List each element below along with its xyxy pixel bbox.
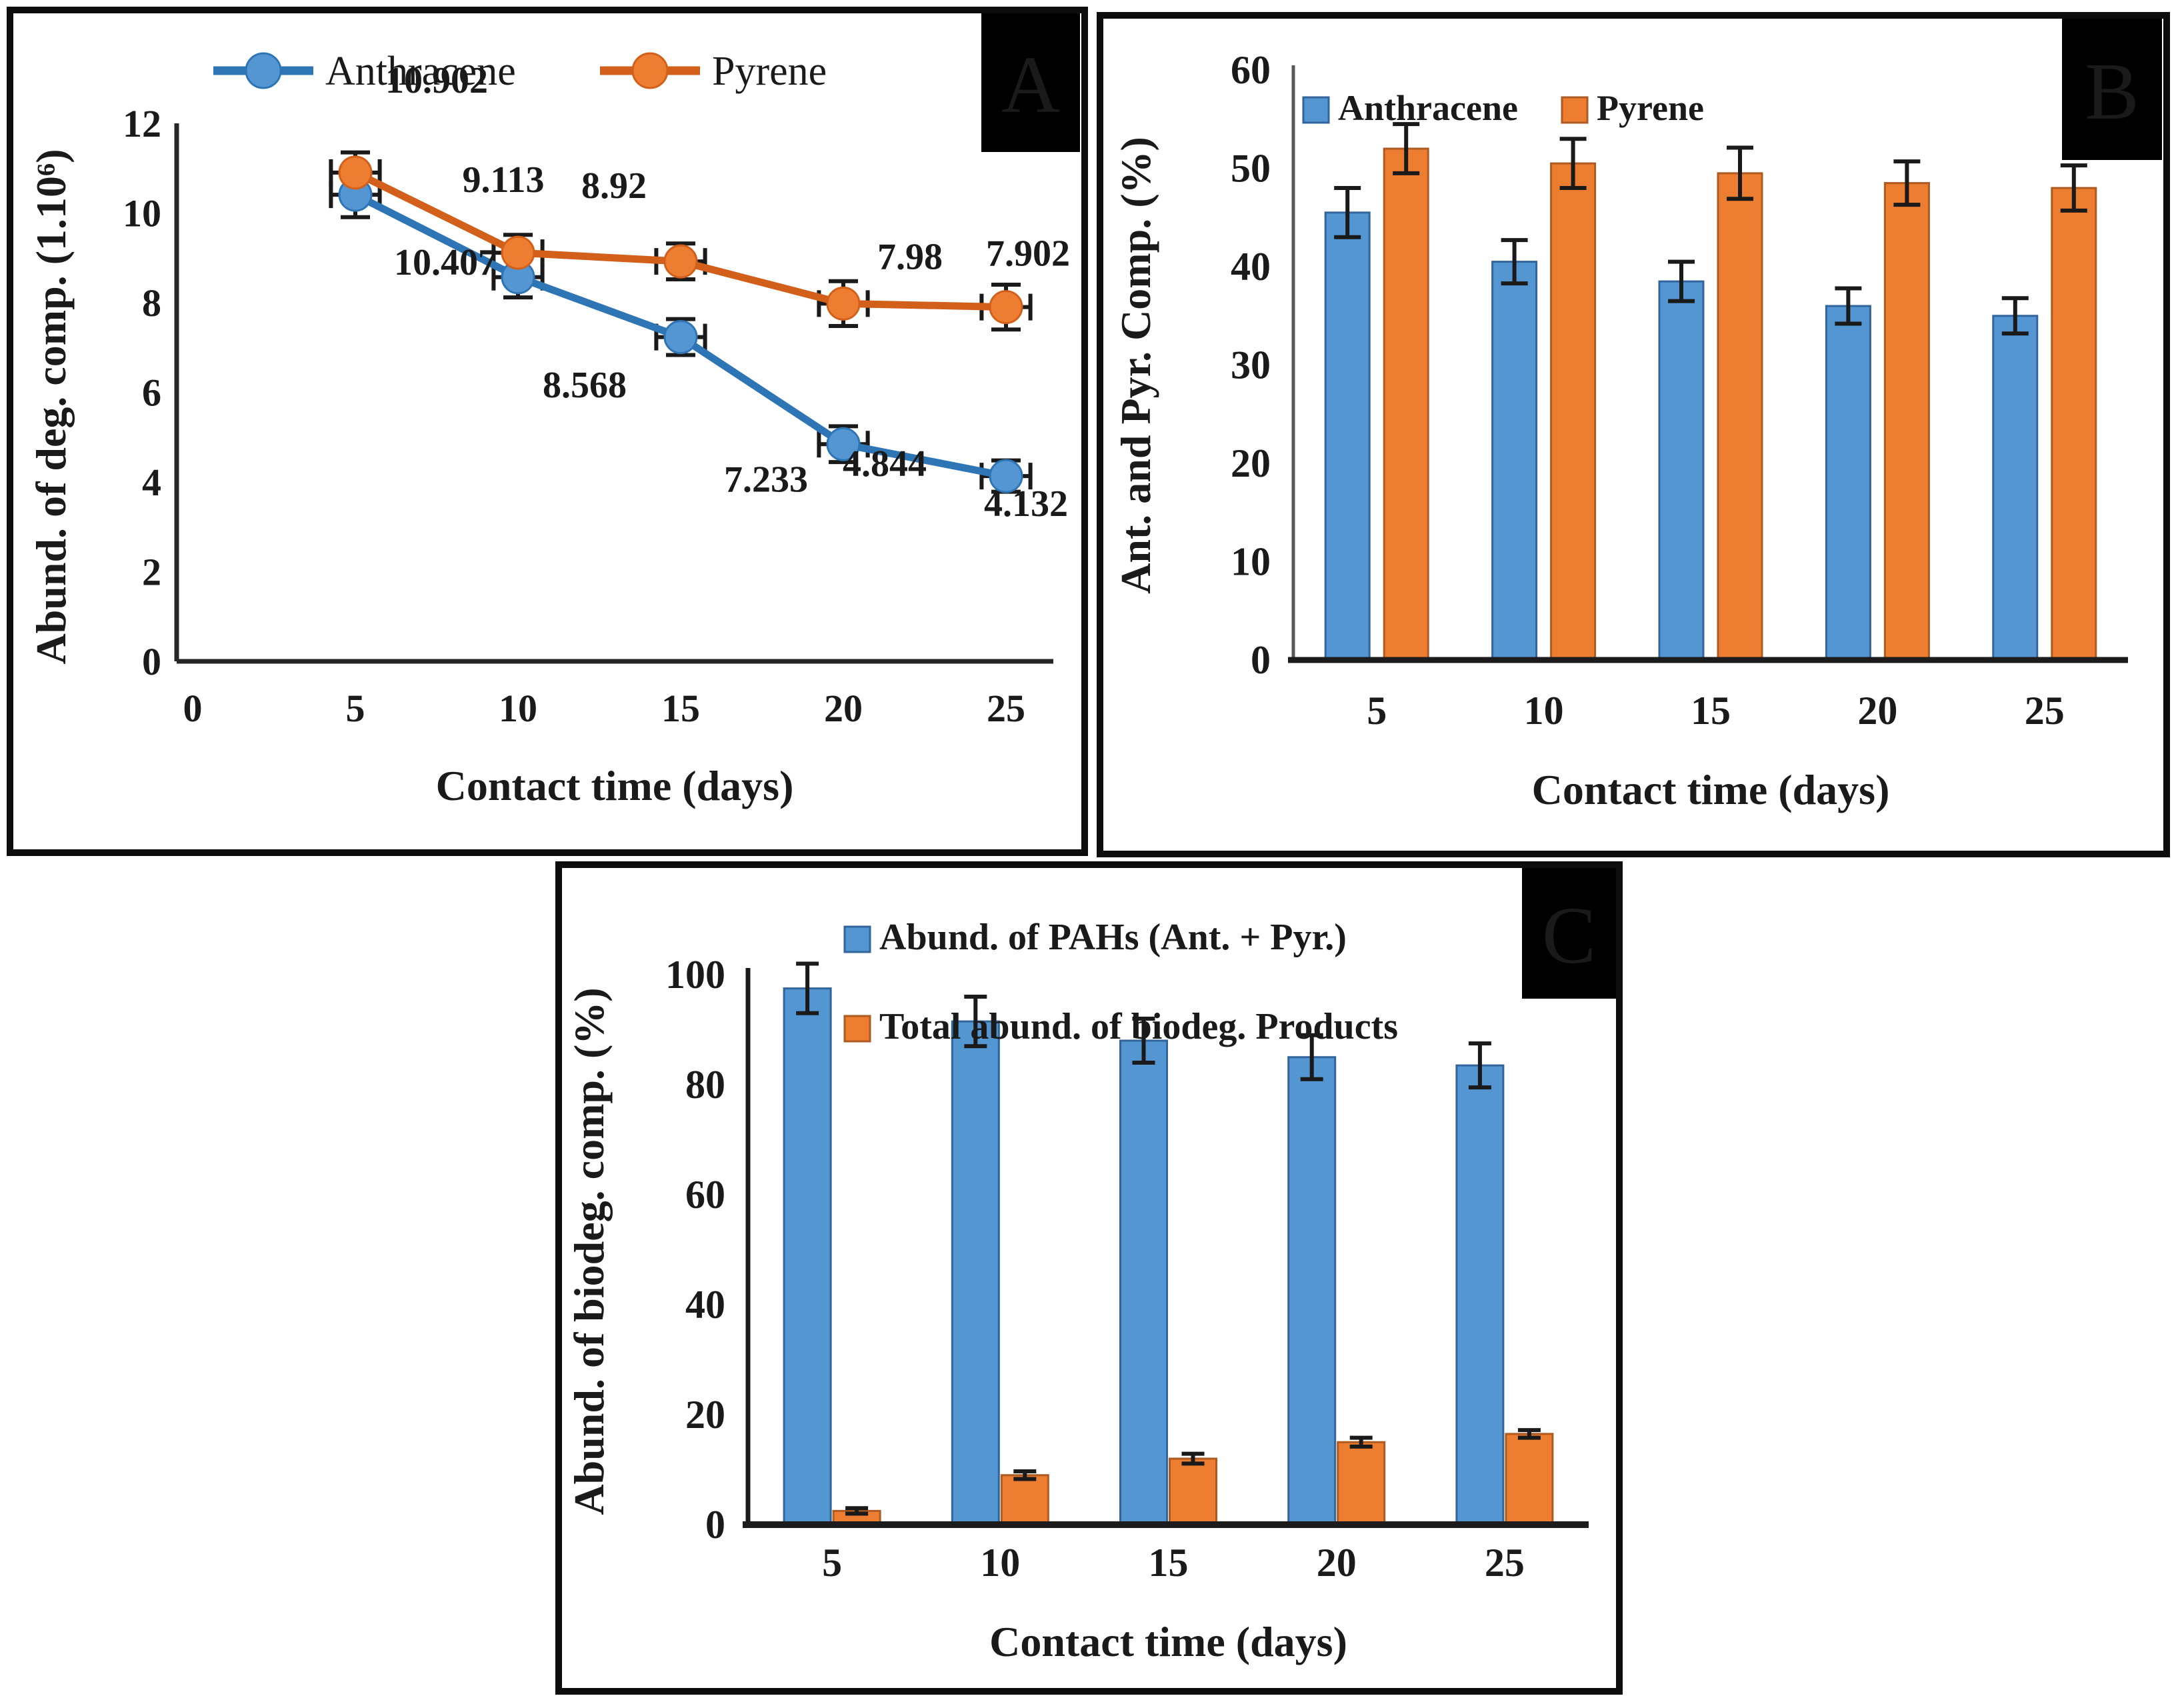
svg-text:10: 10 <box>499 687 537 730</box>
panel-b-bar-chart: 0 10 20 30 40 50 60 5 10 15 20 25 Contact time (days… <box>1097 12 2170 857</box>
svg-text:Contact time (days): Contact time (days) <box>989 1618 1347 1665</box>
svg-text:Total abund. of biodeg. Produc: Total abund. of biodeg. Products <box>879 1006 1398 1047</box>
svg-text:Pyrene: Pyrene <box>712 49 827 94</box>
svg-text:8.92: 8.92 <box>581 165 647 207</box>
svg-text:10: 10 <box>123 192 161 235</box>
svg-text:4: 4 <box>142 461 161 504</box>
svg-text:25: 25 <box>987 687 1025 730</box>
svg-text:8.568: 8.568 <box>543 365 627 406</box>
line-chart-anthracene-pyrene-abundance: 0 2 4 6 8 10 12 0 5 10 15 20 25 Contact time (days) Ab… <box>27 13 1080 809</box>
svg-text:0: 0 <box>705 1503 725 1547</box>
svg-text:7.98: 7.98 <box>877 236 943 277</box>
svg-text:30: 30 <box>1231 343 1271 387</box>
svg-text:10: 10 <box>980 1541 1020 1585</box>
svg-text:10: 10 <box>1231 540 1271 584</box>
bar-chart-ant-pyr-percent: 0 10 20 30 40 50 60 5 10 15 20 25 Contact time (days… <box>1112 19 2162 813</box>
svg-text:20: 20 <box>1317 1541 1357 1585</box>
svg-text:7.902: 7.902 <box>986 233 1070 275</box>
svg-text:5: 5 <box>822 1541 842 1585</box>
svg-text:6: 6 <box>142 371 161 415</box>
svg-text:C: C <box>1542 891 1596 981</box>
svg-text:15: 15 <box>661 687 700 730</box>
svg-text:0: 0 <box>142 640 161 683</box>
svg-text:15: 15 <box>1149 1541 1189 1585</box>
svg-text:10.407: 10.407 <box>394 242 497 283</box>
svg-text:60: 60 <box>685 1173 725 1217</box>
svg-text:25: 25 <box>2025 689 2065 733</box>
svg-text:12: 12 <box>123 102 161 145</box>
svg-text:Ant. and Pyr. Comp. (%): Ant. and Pyr. Comp. (%) <box>1112 137 1159 594</box>
svg-text:Anthracene: Anthracene <box>1338 88 1518 128</box>
svg-text:Abund. of biodeg. comp. (%): Abund. of biodeg. comp. (%) <box>565 987 613 1515</box>
svg-text:25: 25 <box>1485 1541 1525 1585</box>
svg-text:5: 5 <box>346 687 365 730</box>
svg-text:4.844: 4.844 <box>843 443 927 485</box>
bar-chart-biodegradation-percent: 0 20 40 60 80 100 5 10 15 20 25 Contact time (days)… <box>565 868 1616 1665</box>
panel-a-line-chart: 0 2 4 6 8 10 12 0 5 10 15 20 25 Contact time (days) Ab… <box>7 7 1088 856</box>
svg-text:Abund. of deg. comp. (1.10⁶): Abund. of deg. comp. (1.10⁶) <box>27 149 75 664</box>
svg-text:20: 20 <box>1857 689 1897 733</box>
svg-text:40: 40 <box>685 1283 725 1327</box>
svg-text:10.902: 10.902 <box>385 60 488 101</box>
svg-text:20: 20 <box>824 687 863 730</box>
svg-text:60: 60 <box>1231 48 1271 92</box>
svg-text:20: 20 <box>685 1393 725 1437</box>
svg-text:Pyrene: Pyrene <box>1597 88 1704 128</box>
svg-text:2: 2 <box>142 551 161 594</box>
svg-text:100: 100 <box>665 953 725 997</box>
svg-text:40: 40 <box>1231 245 1271 289</box>
panel-c-bar-chart: 0 20 40 60 80 100 5 10 15 20 25 Contact time (days)… <box>555 861 1623 1695</box>
svg-text:7.233: 7.233 <box>724 459 808 501</box>
svg-text:50: 50 <box>1231 147 1271 191</box>
svg-text:Abund. of PAHs (Ant. + Pyr.): Abund. of PAHs (Ant. + Pyr.) <box>879 917 1347 958</box>
svg-text:0: 0 <box>1251 638 1271 682</box>
svg-text:5: 5 <box>1367 689 1387 733</box>
svg-text:80: 80 <box>685 1063 725 1107</box>
svg-text:B: B <box>2085 47 2139 137</box>
svg-text:Anthracene: Anthracene <box>325 49 516 94</box>
svg-text:4.132: 4.132 <box>984 483 1068 525</box>
svg-text:10: 10 <box>1524 689 1564 733</box>
svg-text:0: 0 <box>183 687 203 730</box>
svg-text:9.113: 9.113 <box>463 159 545 201</box>
svg-text:15: 15 <box>1691 689 1731 733</box>
svg-text:A: A <box>1001 40 1060 130</box>
svg-text:8: 8 <box>142 281 161 325</box>
svg-text:Contact time (days): Contact time (days) <box>1532 766 1890 813</box>
svg-text:20: 20 <box>1231 441 1271 485</box>
svg-text:Contact time (days): Contact time (days) <box>436 762 794 809</box>
